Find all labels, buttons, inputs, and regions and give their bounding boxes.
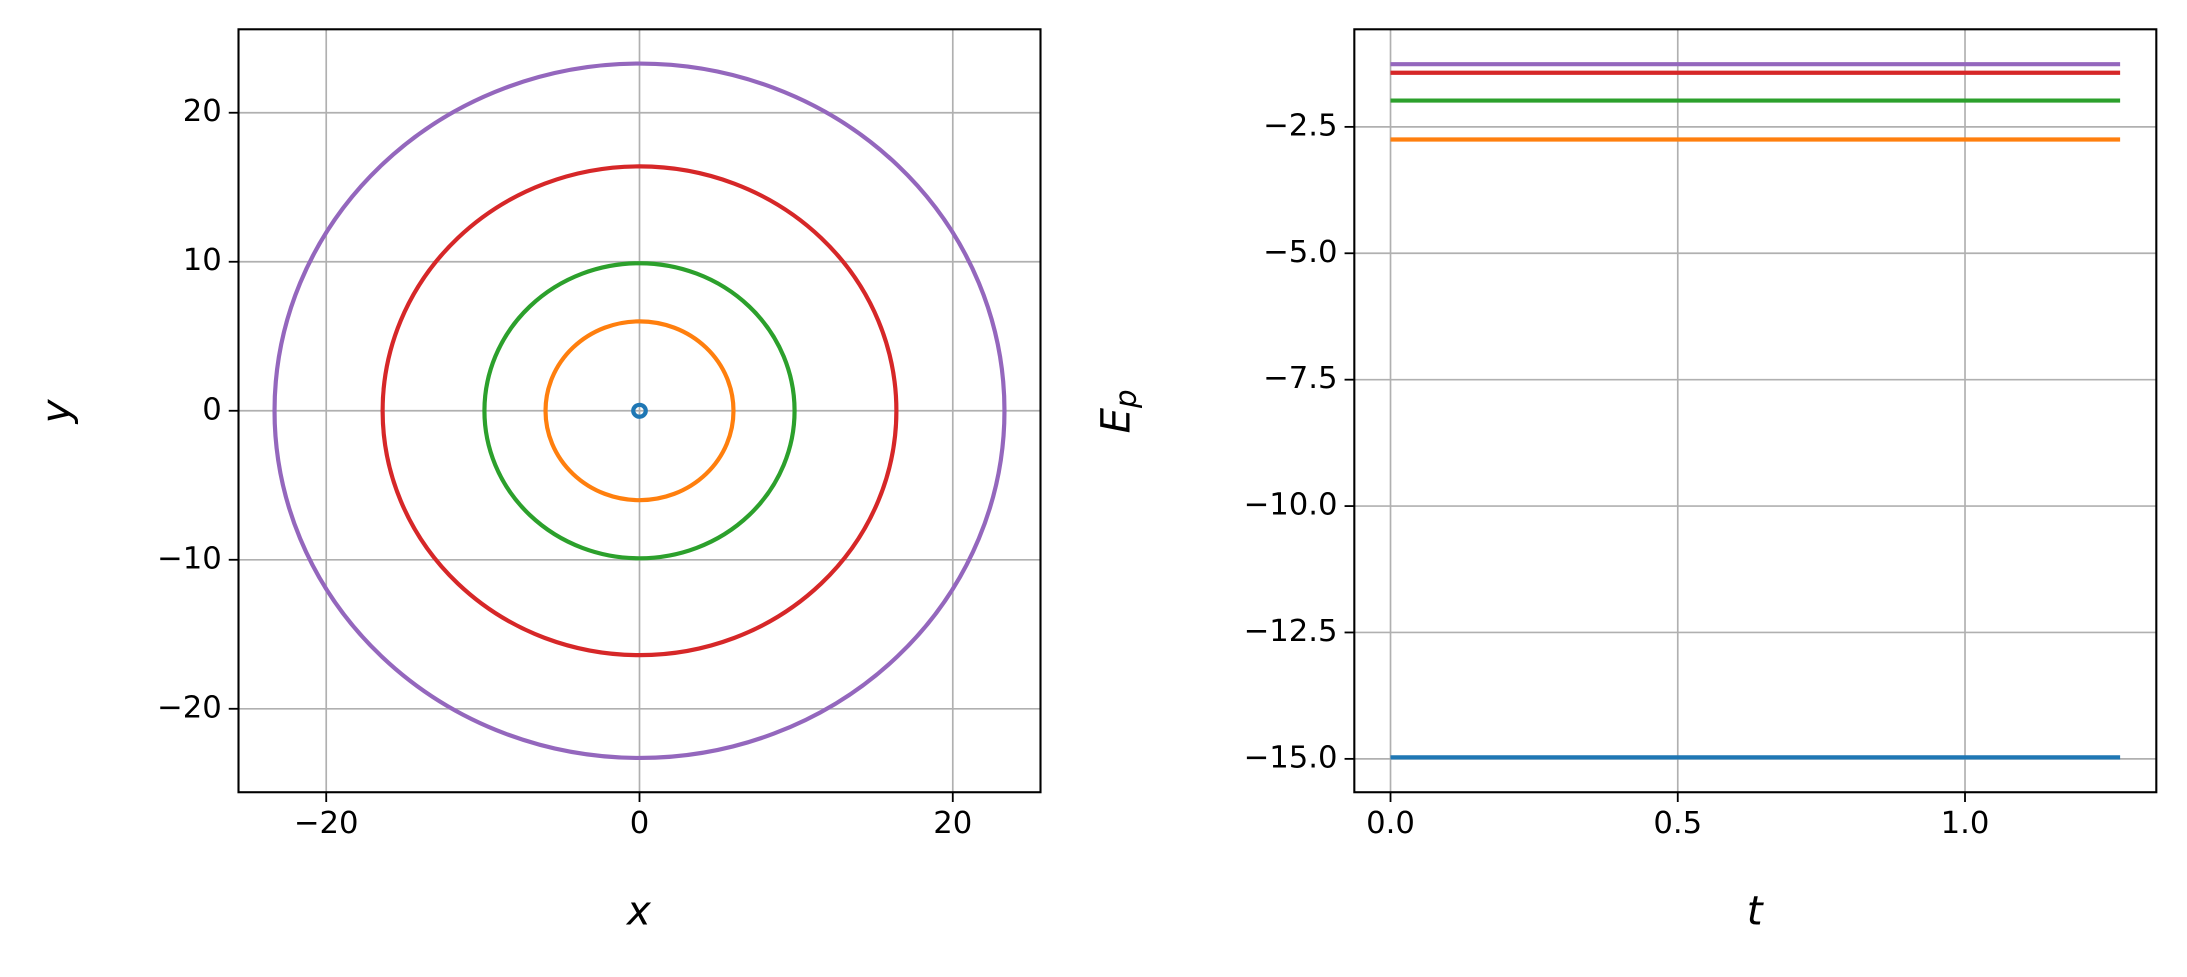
y-tick-label: −7.5 [1263, 361, 1337, 396]
orbit [380, 164, 899, 658]
orbit [482, 261, 797, 561]
y-tick-label: 10 [183, 243, 222, 278]
x-tick-label: 1.0 [1941, 806, 1990, 841]
y-tick-label: −20 [157, 690, 222, 725]
x-tick-label: 0 [630, 806, 650, 841]
y-tick-label: −5.0 [1263, 235, 1337, 270]
y-axis-label-main: E [1092, 408, 1140, 434]
y-tick-label: 20 [183, 94, 222, 129]
y-tick-label: −15.0 [1244, 740, 1338, 775]
y-tick-label: −12.5 [1244, 614, 1338, 649]
y-tick-label: −2.5 [1263, 108, 1337, 143]
orbit [631, 402, 648, 419]
y-axis-label: Ep [1092, 389, 1143, 433]
x-tick-label: −20 [294, 806, 359, 841]
y-axis-label-subscript: p [1108, 389, 1142, 409]
y-tick-label: −10.0 [1244, 488, 1338, 523]
orbit [543, 319, 736, 503]
plot-frame [1353, 28, 2158, 794]
x-tick-label: 20 [933, 806, 972, 841]
y-axis-label: y [32, 398, 80, 424]
x-axis-label: x [625, 887, 652, 935]
x-axis-label: t [1747, 887, 1765, 935]
orbit [272, 61, 1007, 761]
x-tick-label: 0.0 [1366, 806, 1415, 841]
y-tick-label: 0 [202, 392, 222, 427]
y-tick-label: −10 [157, 541, 222, 576]
x-tick-label: 0.5 [1653, 806, 1702, 841]
